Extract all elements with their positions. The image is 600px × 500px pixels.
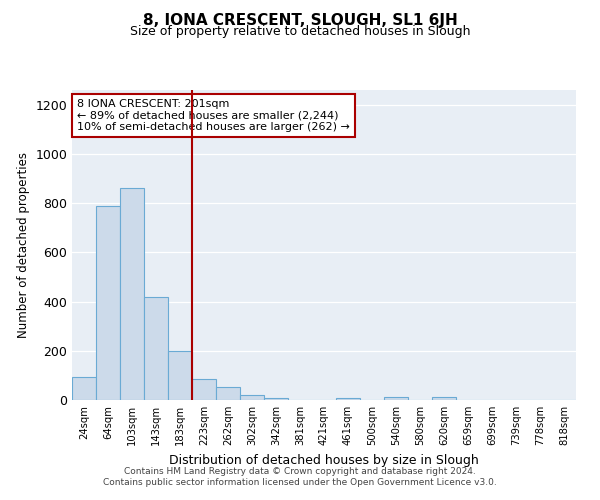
Bar xyxy=(336,398,360,400)
Bar xyxy=(168,351,192,400)
Y-axis label: Number of detached properties: Number of detached properties xyxy=(17,152,30,338)
Text: Contains public sector information licensed under the Open Government Licence v3: Contains public sector information licen… xyxy=(103,478,497,487)
Text: Contains HM Land Registry data © Crown copyright and database right 2024.: Contains HM Land Registry data © Crown c… xyxy=(124,467,476,476)
Bar xyxy=(72,377,96,400)
Bar xyxy=(192,379,216,400)
Bar xyxy=(216,387,240,400)
Bar xyxy=(120,188,144,400)
Bar xyxy=(240,395,264,400)
Bar xyxy=(264,398,288,400)
Text: 8, IONA CRESCENT, SLOUGH, SL1 6JH: 8, IONA CRESCENT, SLOUGH, SL1 6JH xyxy=(143,12,457,28)
Bar xyxy=(144,297,168,400)
Text: Size of property relative to detached houses in Slough: Size of property relative to detached ho… xyxy=(130,25,470,38)
Bar xyxy=(432,397,456,400)
X-axis label: Distribution of detached houses by size in Slough: Distribution of detached houses by size … xyxy=(169,454,479,466)
Bar xyxy=(96,206,120,400)
Text: 8 IONA CRESCENT: 201sqm
← 89% of detached houses are smaller (2,244)
10% of semi: 8 IONA CRESCENT: 201sqm ← 89% of detache… xyxy=(77,100,350,132)
Bar xyxy=(384,397,408,400)
